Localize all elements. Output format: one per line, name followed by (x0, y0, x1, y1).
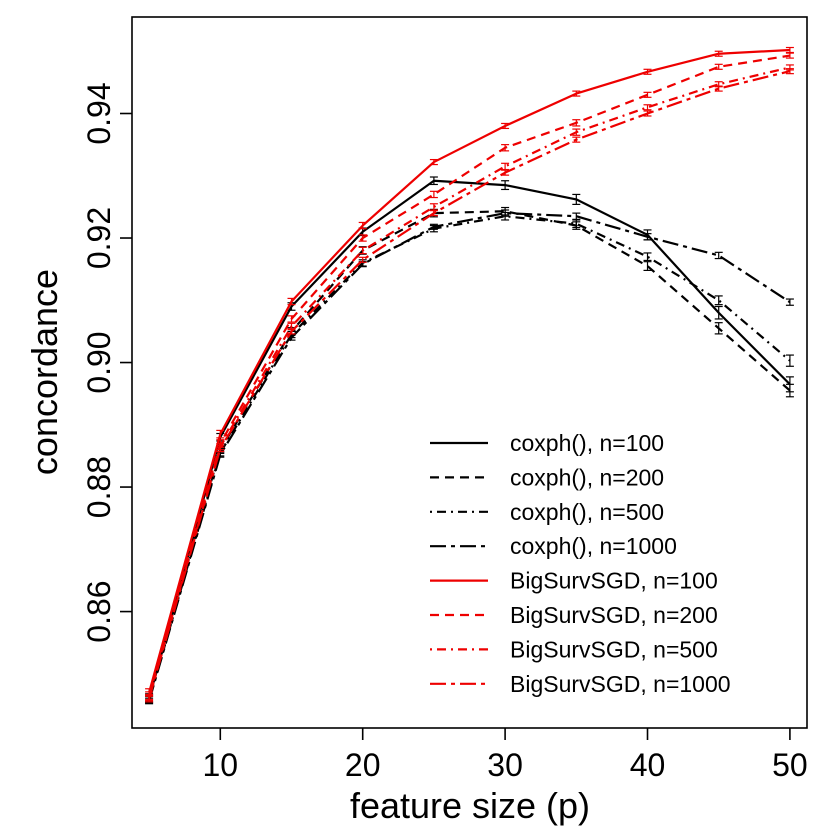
error-bar (572, 193, 581, 206)
legend-item: coxph(), n=200 (430, 464, 664, 490)
legend-label: BigSurvSGD, n=100 (510, 568, 718, 594)
y-tick-label: 0.92 (81, 207, 117, 269)
legend-label: BigSurvSGD, n=1000 (510, 671, 731, 697)
legend-label: BigSurvSGD, n=500 (510, 636, 718, 662)
y-tick-label: 0.86 (81, 580, 117, 642)
series-line (148, 54, 791, 696)
error-bar (358, 256, 367, 263)
error-bar (785, 68, 794, 75)
series-line (148, 179, 791, 700)
series-line (148, 48, 790, 693)
y-tick-label: 0.94 (81, 82, 117, 144)
error-bar (145, 695, 154, 703)
error-bar (714, 305, 723, 320)
error-bar (572, 219, 581, 229)
series-line (148, 70, 791, 700)
x-axis-title: feature size (p) (350, 785, 590, 826)
error-bar (501, 144, 510, 152)
error-bar (287, 315, 296, 323)
y-axis: 0.86 0.88 0.90 0.92 0.94 (81, 82, 132, 643)
series-line (148, 210, 791, 698)
legend-label: BigSurvSGD, n=200 (510, 602, 718, 628)
series-line (148, 215, 791, 701)
x-tick-label: 40 (630, 747, 666, 783)
y-tick-label: 0.90 (81, 331, 117, 393)
y-tick-label: 0.88 (81, 456, 117, 518)
error-bar (785, 383, 794, 398)
error-bar (572, 119, 581, 127)
x-tick-label: 50 (772, 747, 808, 783)
series-3 (145, 211, 794, 704)
error-bar (714, 63, 723, 70)
error-bar (643, 233, 652, 241)
legend-label: coxph(), n=1000 (510, 533, 677, 559)
error-bar (714, 50, 723, 57)
legend-item: BigSurvSGD, n=1000 (430, 671, 731, 697)
error-bar (572, 212, 581, 220)
error-bar (714, 322, 723, 335)
x-tick-label: 10 (202, 747, 238, 783)
error-bar (216, 429, 225, 439)
plot-area-frame (131, 16, 808, 729)
legend-item: BigSurvSGD, n=100 (430, 568, 718, 594)
error-bar (643, 110, 652, 117)
x-tick-label: 30 (487, 747, 523, 783)
error-bar (287, 328, 296, 335)
legend-label: coxph(), n=100 (510, 430, 664, 456)
error-bar (358, 234, 367, 242)
error-bar (429, 203, 438, 211)
error-bar (785, 298, 794, 306)
error-bar (501, 122, 510, 130)
error-bar (501, 169, 510, 176)
y-axis-title: concordance (24, 269, 65, 475)
error-bar (643, 104, 652, 111)
x-tick-label: 20 (345, 747, 381, 783)
error-bar (501, 162, 510, 171)
legend-item: coxph(), n=100 (430, 430, 664, 456)
error-bar (287, 297, 296, 306)
error-bar (714, 85, 723, 92)
error-bar (429, 210, 438, 217)
series-8 (145, 68, 794, 703)
error-bar (785, 46, 794, 54)
error-bar (572, 128, 581, 136)
x-axis: 10 20 30 40 50 (202, 728, 808, 783)
error-bar (358, 246, 367, 255)
error-bar (643, 261, 652, 271)
error-bar (429, 158, 438, 166)
series-line (148, 66, 791, 698)
error-bar (358, 221, 367, 230)
series-layer (145, 46, 794, 705)
error-bar (429, 190, 438, 199)
error-bar (785, 52, 794, 59)
error-bar (714, 295, 723, 306)
legend-item: BigSurvSGD, n=500 (430, 636, 718, 662)
series-5 (145, 46, 794, 697)
error-bar (501, 180, 510, 191)
error-bar (429, 223, 438, 230)
error-bar (429, 176, 438, 186)
error-bar (643, 68, 652, 75)
error-bar (216, 444, 225, 453)
error-bar (572, 90, 581, 97)
error-bar (643, 252, 652, 262)
legend-item: BigSurvSGD, n=200 (430, 602, 718, 628)
error-bar (785, 354, 794, 367)
error-bar (714, 251, 723, 260)
series-4 (145, 209, 794, 705)
legend-item: coxph(), n=500 (430, 499, 664, 525)
legend-label: coxph(), n=200 (510, 464, 664, 490)
legend-label: coxph(), n=500 (510, 499, 664, 525)
legend-item: coxph(), n=1000 (430, 533, 677, 559)
legend: coxph(), n=100 coxph(), n=200 coxph(), n=5… (430, 430, 731, 697)
series-line (148, 212, 791, 702)
series-6 (145, 52, 794, 700)
error-bar (643, 91, 652, 98)
error-bar (572, 136, 581, 143)
error-bar (501, 209, 510, 217)
